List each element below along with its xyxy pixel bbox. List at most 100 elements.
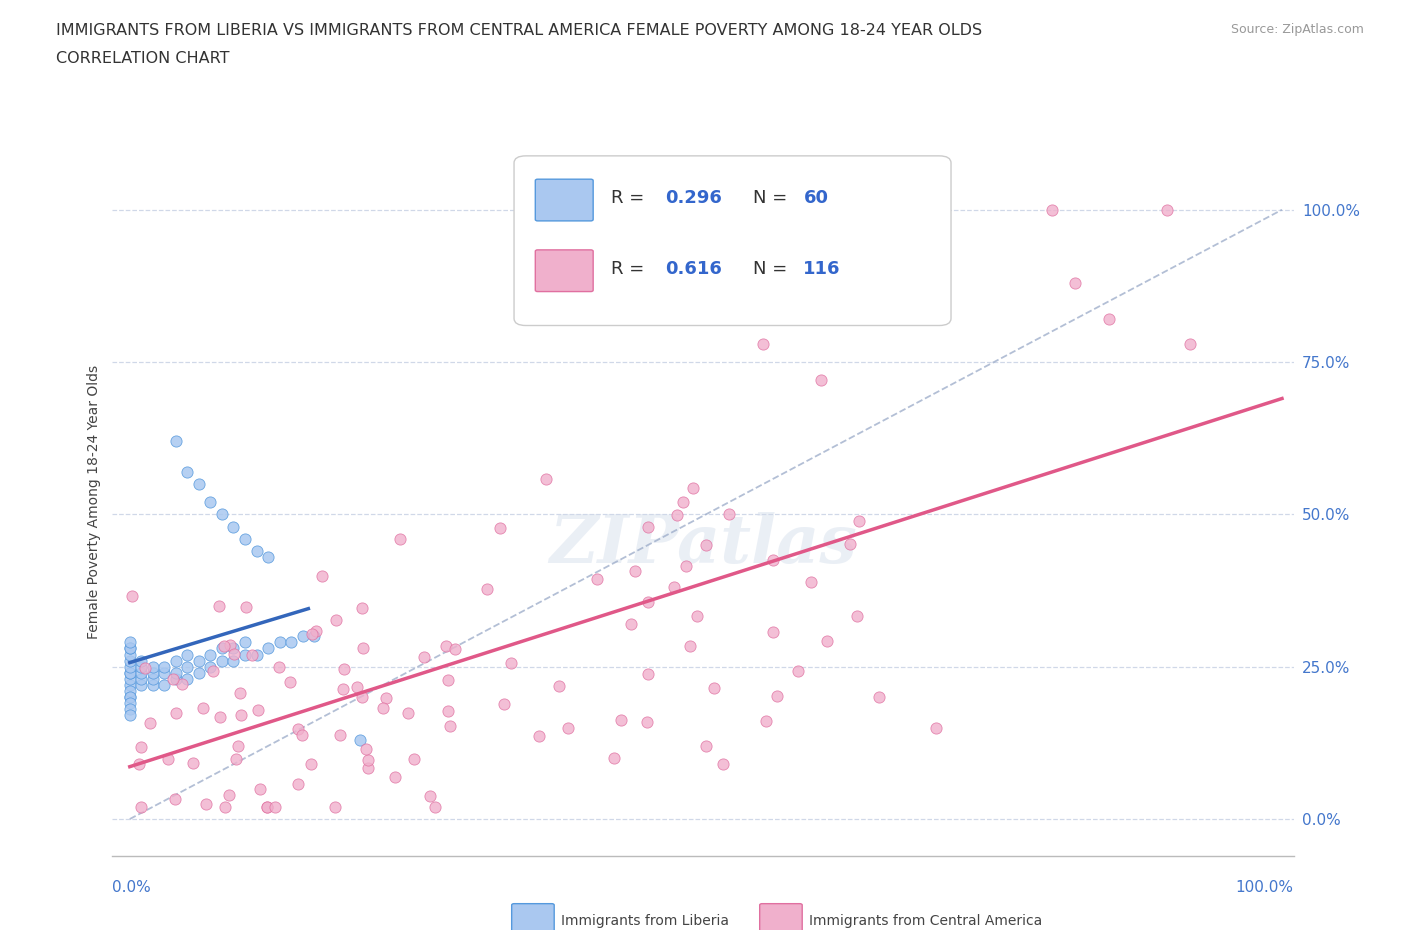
Point bbox=[165, 665, 187, 680]
Point bbox=[200, 659, 222, 674]
Point bbox=[373, 701, 395, 716]
Text: Immigrants from Central America: Immigrants from Central America bbox=[810, 913, 1042, 927]
Point bbox=[291, 728, 314, 743]
Point bbox=[291, 629, 314, 644]
Text: 60: 60 bbox=[803, 190, 828, 207]
Point bbox=[214, 800, 236, 815]
FancyBboxPatch shape bbox=[536, 179, 593, 221]
Point bbox=[672, 495, 695, 510]
Point bbox=[302, 629, 325, 644]
Point bbox=[1098, 312, 1121, 326]
Point bbox=[703, 681, 725, 696]
Text: 116: 116 bbox=[803, 260, 841, 278]
Point bbox=[492, 697, 515, 711]
Point bbox=[257, 550, 280, 565]
Point bbox=[695, 538, 717, 552]
Point bbox=[305, 624, 328, 639]
FancyBboxPatch shape bbox=[759, 904, 803, 930]
Point bbox=[374, 691, 396, 706]
Point bbox=[329, 727, 352, 742]
FancyBboxPatch shape bbox=[536, 250, 593, 292]
Point bbox=[623, 563, 645, 578]
Point bbox=[194, 797, 217, 812]
Point bbox=[209, 710, 232, 724]
Point bbox=[233, 635, 256, 650]
Point bbox=[257, 641, 280, 656]
Point bbox=[231, 708, 253, 723]
Point bbox=[488, 521, 510, 536]
Point bbox=[228, 686, 250, 701]
Point bbox=[711, 756, 734, 771]
Point bbox=[1063, 275, 1085, 290]
Point bbox=[200, 495, 222, 510]
Point bbox=[323, 800, 346, 815]
Point bbox=[637, 667, 659, 682]
Point bbox=[848, 513, 870, 528]
Point bbox=[142, 665, 165, 680]
Point bbox=[419, 788, 441, 803]
Point bbox=[129, 799, 152, 814]
Point bbox=[129, 659, 152, 674]
Point bbox=[586, 571, 609, 586]
Point bbox=[352, 689, 374, 704]
Point bbox=[1178, 337, 1201, 352]
Point bbox=[212, 639, 235, 654]
Point bbox=[129, 671, 152, 686]
Point bbox=[118, 690, 141, 705]
Text: 100.0%: 100.0% bbox=[1236, 880, 1294, 895]
Point bbox=[280, 635, 302, 650]
Point bbox=[436, 672, 458, 687]
Point bbox=[637, 594, 659, 609]
Text: 0.0%: 0.0% bbox=[112, 880, 152, 895]
Point bbox=[357, 761, 380, 776]
Point bbox=[211, 507, 233, 522]
Point bbox=[142, 678, 165, 693]
Point bbox=[752, 337, 775, 352]
Point bbox=[118, 641, 141, 656]
Point bbox=[249, 781, 271, 796]
Point bbox=[925, 720, 948, 735]
Text: Immigrants from Liberia: Immigrants from Liberia bbox=[561, 913, 730, 927]
Point bbox=[153, 665, 176, 680]
Point bbox=[762, 625, 785, 640]
Point bbox=[118, 690, 141, 705]
Point bbox=[256, 800, 278, 815]
Point bbox=[444, 642, 467, 657]
Point bbox=[402, 751, 425, 766]
Point bbox=[156, 751, 179, 766]
Point bbox=[163, 791, 186, 806]
Point bbox=[118, 696, 141, 711]
Point bbox=[176, 647, 198, 662]
Point bbox=[202, 664, 225, 679]
Point bbox=[129, 653, 152, 668]
Point bbox=[191, 700, 214, 715]
Text: 0.616: 0.616 bbox=[665, 260, 723, 278]
Point bbox=[187, 653, 209, 668]
Point bbox=[534, 472, 557, 486]
Text: N =: N = bbox=[752, 260, 793, 278]
Point bbox=[211, 641, 233, 656]
Point bbox=[333, 661, 356, 676]
Point bbox=[868, 690, 890, 705]
Point bbox=[225, 751, 247, 766]
Point bbox=[211, 653, 233, 668]
Point bbox=[240, 647, 263, 662]
Point bbox=[235, 599, 257, 614]
Text: R =: R = bbox=[610, 260, 650, 278]
Point bbox=[384, 770, 406, 785]
Point bbox=[682, 481, 704, 496]
Text: N =: N = bbox=[752, 190, 793, 207]
Text: R =: R = bbox=[610, 190, 650, 207]
Point bbox=[620, 617, 643, 631]
Point bbox=[311, 568, 333, 583]
FancyBboxPatch shape bbox=[512, 904, 554, 930]
Point bbox=[118, 647, 141, 662]
Point bbox=[838, 537, 860, 551]
Point bbox=[153, 678, 176, 693]
Point bbox=[412, 649, 434, 664]
Point bbox=[226, 738, 249, 753]
Point bbox=[165, 653, 187, 668]
Point bbox=[439, 719, 461, 734]
Point bbox=[332, 681, 354, 696]
Point bbox=[233, 531, 256, 546]
